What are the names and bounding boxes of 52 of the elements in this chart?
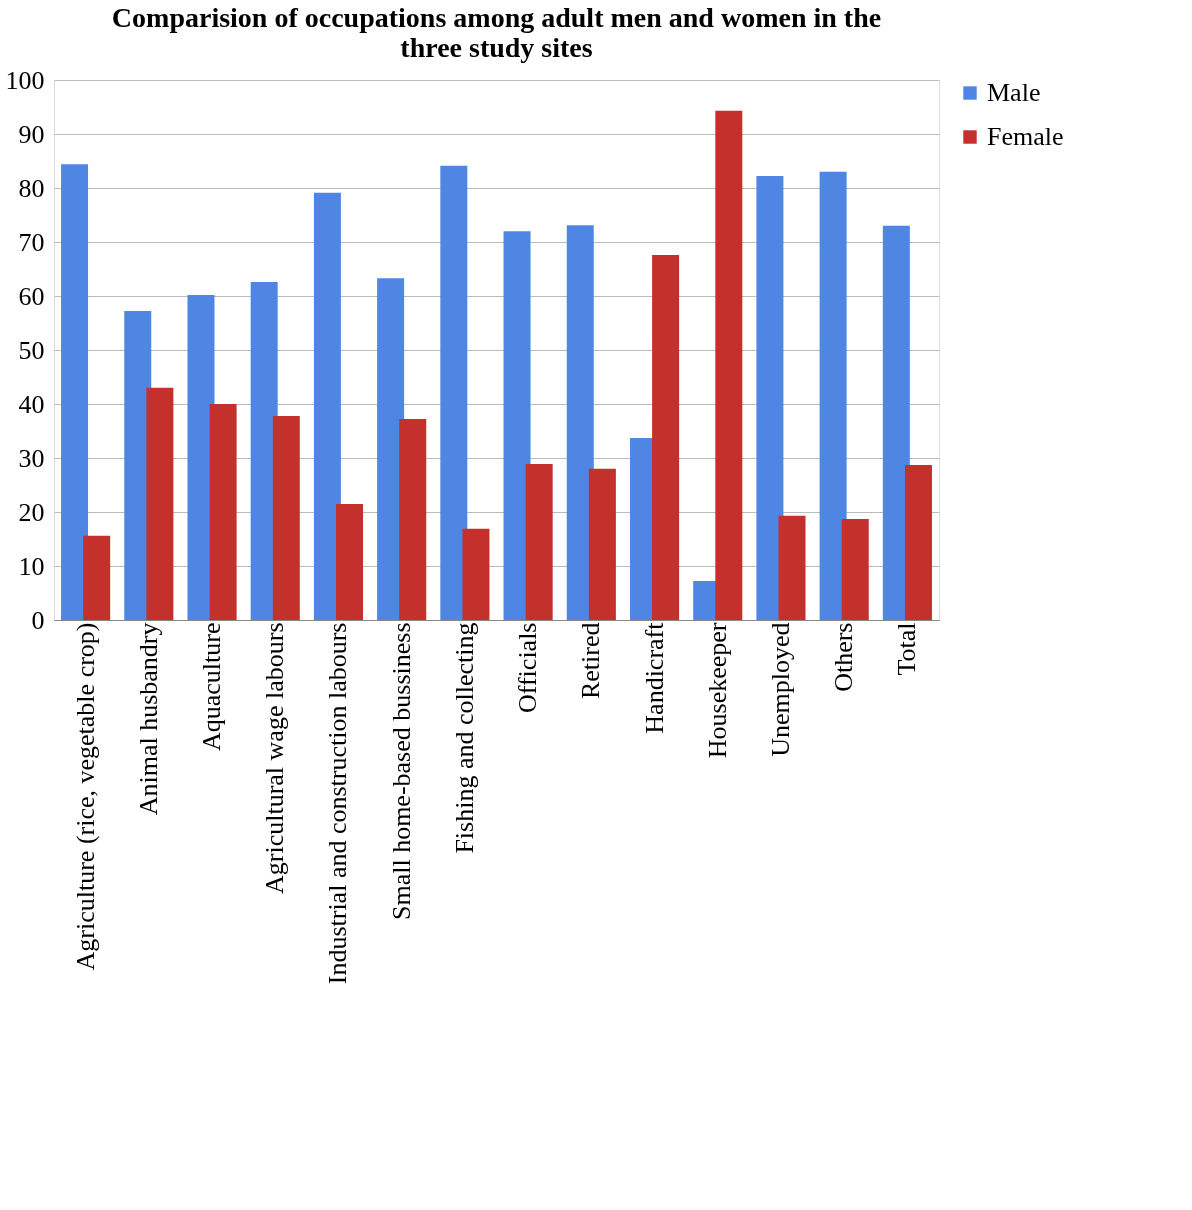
text: Comparision of occupations among adult men and women in the [111, 2, 882, 33]
x-tick-label: Small home-based bussiness [386, 622, 416, 921]
y-tick-label: 100 [5, 65, 45, 95]
bar [503, 231, 531, 620]
x-tick-label: Total [892, 622, 922, 676]
x-tick-label: Industrial and construction labours [323, 622, 353, 985]
x-tick-label: Agriculture (rice, vegetable crop) [70, 622, 100, 971]
x-tick-label: Unemployed [765, 622, 795, 757]
bar [841, 519, 869, 620]
bar [83, 535, 111, 620]
bar [819, 171, 847, 620]
x-tick-label: Retired [576, 622, 606, 700]
y-tick-label: 30 [18, 443, 45, 473]
x-tick-label: Housekeeper [702, 622, 732, 759]
y-tick-label: 60 [18, 281, 45, 311]
bar [756, 176, 784, 620]
y-tick-label: 80 [18, 173, 45, 203]
x-tick-label: Agricultural wage labours [260, 622, 290, 894]
y-tick-label: 10 [18, 551, 45, 581]
bar [313, 192, 341, 620]
y-tick-label: 50 [18, 335, 45, 365]
y-tick-label: 90 [18, 119, 45, 149]
y-tick-label: 40 [18, 389, 45, 419]
bar [146, 387, 174, 620]
bar [272, 415, 300, 620]
bar [904, 465, 932, 620]
x-tick-label: Aquaculture [197, 622, 227, 752]
y-tick-label: 70 [18, 227, 45, 257]
bar [778, 515, 806, 620]
bar [61, 164, 89, 620]
bar [715, 110, 743, 620]
x-tick-label: Fishing and collecting [449, 622, 479, 854]
bar [336, 503, 364, 620]
x-tick-label: Officials [513, 622, 543, 713]
bar [187, 294, 215, 620]
x-tick-label: Animal husbandry [133, 622, 163, 816]
bar [209, 404, 237, 620]
bar [566, 225, 594, 620]
x-tick-label: Handicraft [639, 621, 669, 734]
bar [399, 419, 427, 620]
bar [588, 468, 616, 620]
y-tick-label: 0 [31, 605, 45, 635]
legend-label: Male [987, 78, 1041, 107]
x-tick-label: Others [829, 622, 859, 692]
legend-label: Female [987, 122, 1064, 151]
bar [462, 528, 490, 620]
y-tick-label: 20 [18, 497, 45, 527]
bar [882, 225, 910, 620]
bar [652, 254, 680, 620]
text: three study sites [400, 32, 593, 63]
bar [440, 165, 468, 620]
bar [525, 463, 553, 620]
